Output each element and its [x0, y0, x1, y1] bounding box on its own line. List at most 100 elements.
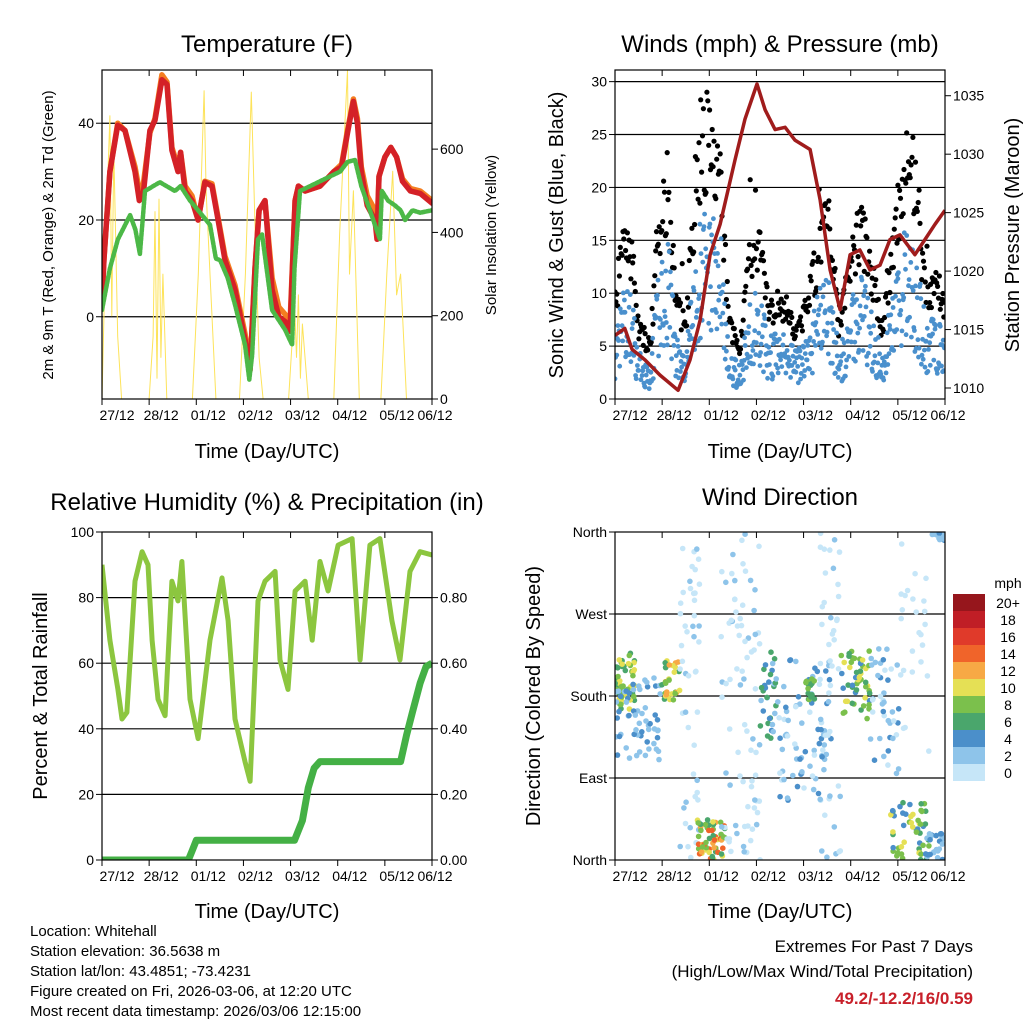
direction-point	[827, 793, 833, 799]
wind-point	[932, 326, 938, 332]
wind-point	[903, 266, 908, 272]
direction-point	[880, 708, 887, 715]
wind-point	[707, 221, 713, 227]
direction-point	[616, 657, 623, 663]
wind-point	[843, 373, 848, 379]
gust-point	[770, 320, 776, 326]
winds-title: Winds (mph) & Pressure (mb)	[621, 31, 938, 58]
direction-point	[900, 822, 907, 829]
direction-point	[867, 736, 874, 742]
wind-direction-xtick-label: 04/12	[845, 868, 880, 884]
gust-point	[850, 234, 856, 240]
wind-point	[815, 332, 821, 337]
direction-point	[711, 837, 718, 843]
direction-point	[895, 706, 902, 712]
direction-point	[683, 799, 689, 805]
wind-point	[669, 356, 674, 362]
direction-point	[662, 660, 668, 666]
direction-point	[766, 679, 772, 685]
wind-point	[671, 343, 677, 348]
wind-point	[887, 326, 893, 332]
wind-point	[691, 288, 697, 293]
direction-point	[826, 641, 832, 648]
humidity-ytick-label-left: 60	[78, 655, 94, 671]
direction-point	[694, 546, 700, 552]
wind-point	[665, 241, 671, 247]
gust-point	[709, 126, 715, 133]
wind-point	[804, 357, 810, 363]
direction-point	[651, 675, 657, 681]
gust-point	[729, 320, 735, 326]
humidity-ytick-label-right: 0.00	[440, 852, 467, 868]
gust-point	[624, 230, 631, 236]
gust-point	[855, 254, 861, 260]
humidity-ytick-label-right: 0.60	[440, 655, 467, 671]
gust-point	[904, 130, 910, 136]
direction-point	[677, 600, 684, 606]
direction-point	[748, 783, 755, 790]
direction-point	[739, 537, 745, 544]
wind-point	[868, 309, 874, 315]
gust-point	[641, 324, 647, 331]
direction-point	[866, 690, 873, 697]
wind-point	[753, 352, 759, 357]
direction-point	[794, 783, 801, 790]
legend-label: 20+	[996, 595, 1020, 611]
wind-direction-xtick-label: 27/12	[612, 868, 647, 884]
wind-direction-ytick-label-left: South	[570, 688, 607, 704]
direction-point	[767, 671, 774, 678]
gust-point	[859, 204, 865, 210]
wind-point	[778, 357, 783, 363]
direction-point	[823, 751, 830, 758]
winds-xtick-label: 02/12	[751, 407, 786, 423]
direction-point	[741, 823, 748, 830]
direction-point	[737, 682, 744, 688]
direction-point	[619, 661, 625, 667]
legend-swatch	[953, 611, 985, 628]
winds-ytick-label-left: 30	[591, 74, 607, 90]
wind-point	[817, 285, 823, 291]
direction-point	[819, 603, 826, 610]
direction-point	[834, 616, 840, 622]
humidity-xtick-label: 28/12	[144, 868, 179, 884]
wind-point	[920, 356, 926, 362]
wind-point	[887, 323, 892, 328]
direction-point	[827, 547, 833, 553]
wind-point	[720, 310, 726, 316]
wind-point	[676, 375, 681, 381]
wind-point	[787, 357, 792, 363]
winds-ytick-label-left: 0	[599, 391, 607, 407]
wind-point	[619, 323, 625, 329]
direction-point	[682, 623, 688, 629]
direction-point	[815, 790, 822, 797]
direction-point	[630, 672, 636, 679]
direction-point	[937, 831, 944, 837]
direction-point	[890, 829, 896, 835]
direction-point	[816, 681, 823, 688]
wind-point	[642, 384, 648, 390]
gust-point	[617, 244, 623, 250]
direction-point	[766, 715, 773, 722]
wind-point	[655, 277, 661, 283]
direction-point	[919, 642, 926, 648]
wind-point	[937, 323, 943, 329]
wind-point	[925, 369, 931, 374]
direction-point	[645, 726, 652, 733]
gust-point	[872, 282, 878, 289]
wind-point	[924, 325, 930, 331]
wind-point	[696, 296, 702, 301]
humidity-frame	[101, 531, 433, 861]
direction-point	[849, 700, 855, 707]
wind-point	[648, 369, 654, 375]
direction-point	[626, 755, 633, 761]
direction-point	[866, 648, 872, 654]
direction-point	[692, 590, 698, 596]
gust-point	[873, 277, 879, 283]
gust-point	[632, 288, 638, 295]
direction-point	[663, 691, 670, 698]
direction-point	[666, 662, 673, 668]
humidity-plot-area	[102, 536, 432, 860]
direction-point	[615, 680, 618, 687]
gust-point	[706, 142, 712, 148]
temperature-ylabel-left: 2m & 9m T (Red, Orange) & 2m Td (Green)	[40, 90, 57, 379]
